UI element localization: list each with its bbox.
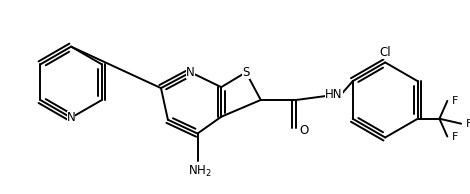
Text: F: F: [452, 132, 458, 141]
Text: HN: HN: [325, 87, 343, 100]
Text: F: F: [452, 96, 458, 106]
Text: N: N: [67, 111, 76, 124]
Text: N: N: [186, 66, 195, 79]
Text: F: F: [466, 119, 470, 129]
Text: S: S: [242, 66, 250, 79]
Text: NH$_2$: NH$_2$: [188, 164, 212, 179]
Text: O: O: [299, 124, 309, 137]
Text: Cl: Cl: [379, 46, 391, 59]
